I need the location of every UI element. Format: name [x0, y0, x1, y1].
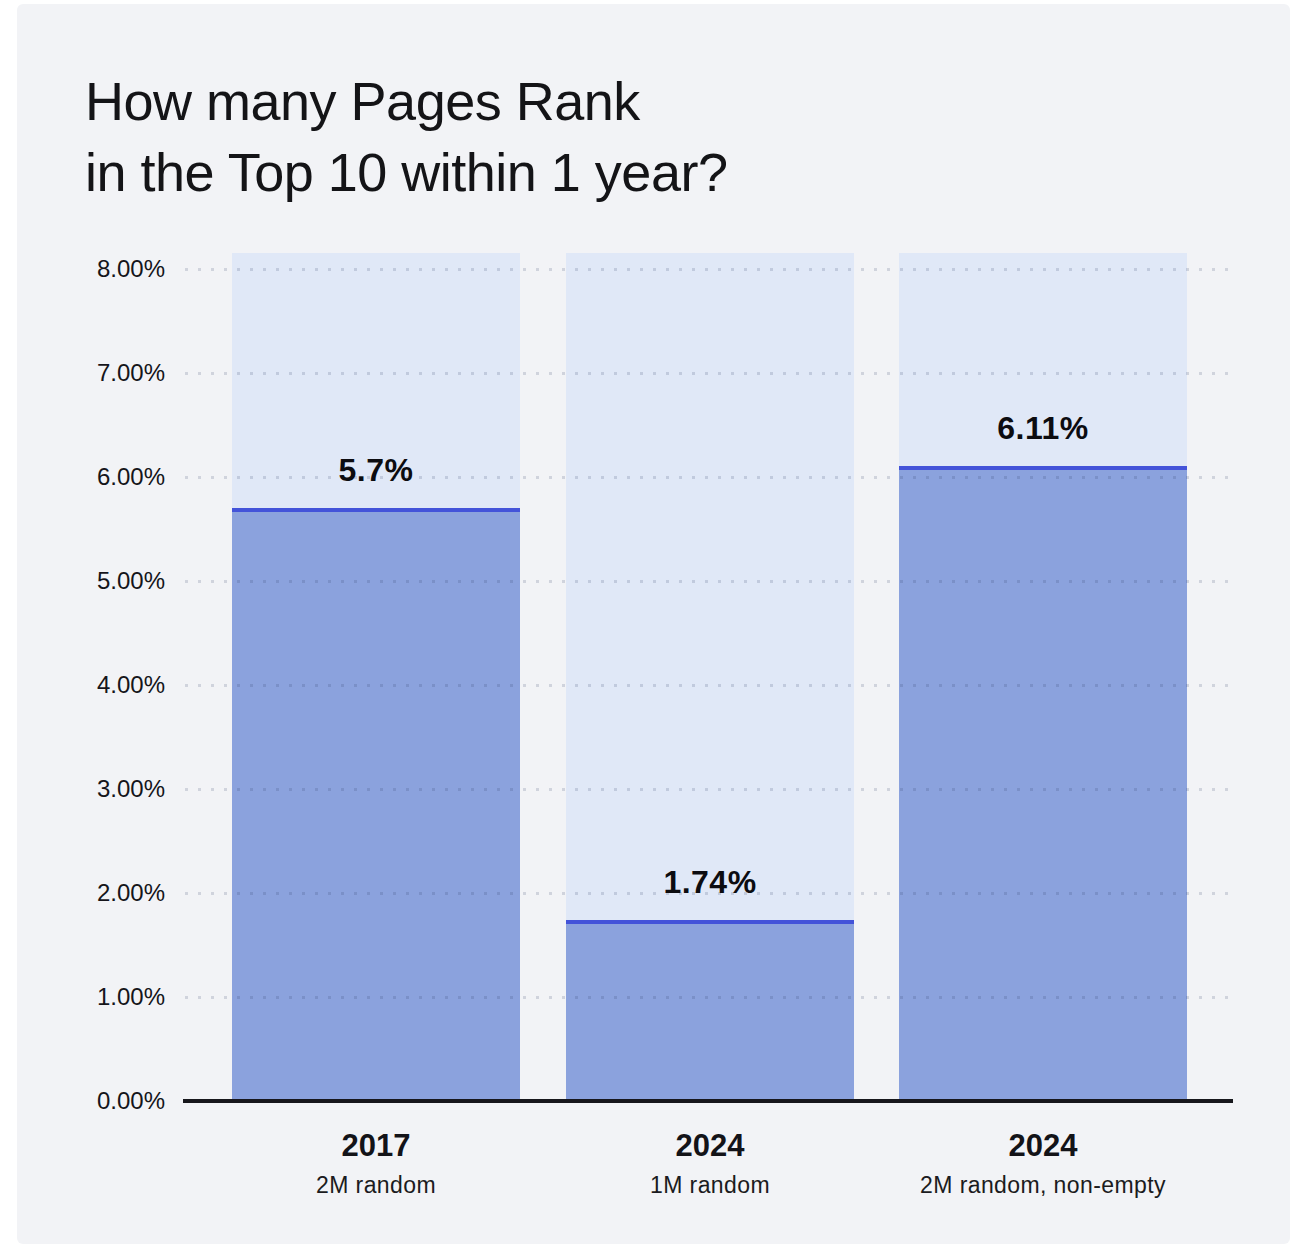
y-axis-tick-label: 1.00% — [55, 983, 165, 1011]
chart: 0.00% 1.00% 2.00% 3.00% 4.00% 5.00% 6.00% 7.00%… — [0, 0, 1290, 1254]
x-axis-category-sublabel: 1M random — [650, 1172, 770, 1199]
y-axis-tick-label: 7.00% — [55, 359, 165, 387]
y-axis-tick-label: 3.00% — [55, 775, 165, 803]
gridline — [185, 996, 1233, 999]
bar — [566, 920, 854, 1101]
bar-value-label: 1.74% — [663, 864, 756, 901]
gridline — [185, 684, 1233, 687]
x-axis-line — [183, 1099, 1233, 1103]
infographic: How many Pages Rank in the Top 10 within… — [0, 0, 1290, 1254]
y-axis-tick-label: 0.00% — [55, 1087, 165, 1115]
gridline — [185, 788, 1233, 791]
bar — [899, 466, 1187, 1101]
bar-value-label: 6.11% — [997, 409, 1088, 446]
x-axis-category-label: 2024 — [676, 1128, 745, 1164]
bar-value-label: 5.7% — [339, 452, 414, 489]
y-axis-tick-label: 2.00% — [55, 879, 165, 907]
gridline — [185, 372, 1233, 375]
x-axis-category-sublabel: 2M random — [316, 1172, 436, 1199]
y-axis-tick-label: 4.00% — [55, 671, 165, 699]
gridline — [185, 268, 1233, 271]
x-axis-category-sublabel: 2M random, non-empty — [920, 1172, 1166, 1199]
y-axis-tick-label: 5.00% — [55, 567, 165, 595]
y-axis-tick-label: 6.00% — [55, 463, 165, 491]
gridline — [185, 580, 1233, 583]
y-axis-tick-label: 8.00% — [55, 255, 165, 283]
x-axis-category-label: 2017 — [342, 1128, 411, 1164]
bar — [232, 508, 520, 1101]
x-axis-category-label: 2024 — [1009, 1128, 1078, 1164]
